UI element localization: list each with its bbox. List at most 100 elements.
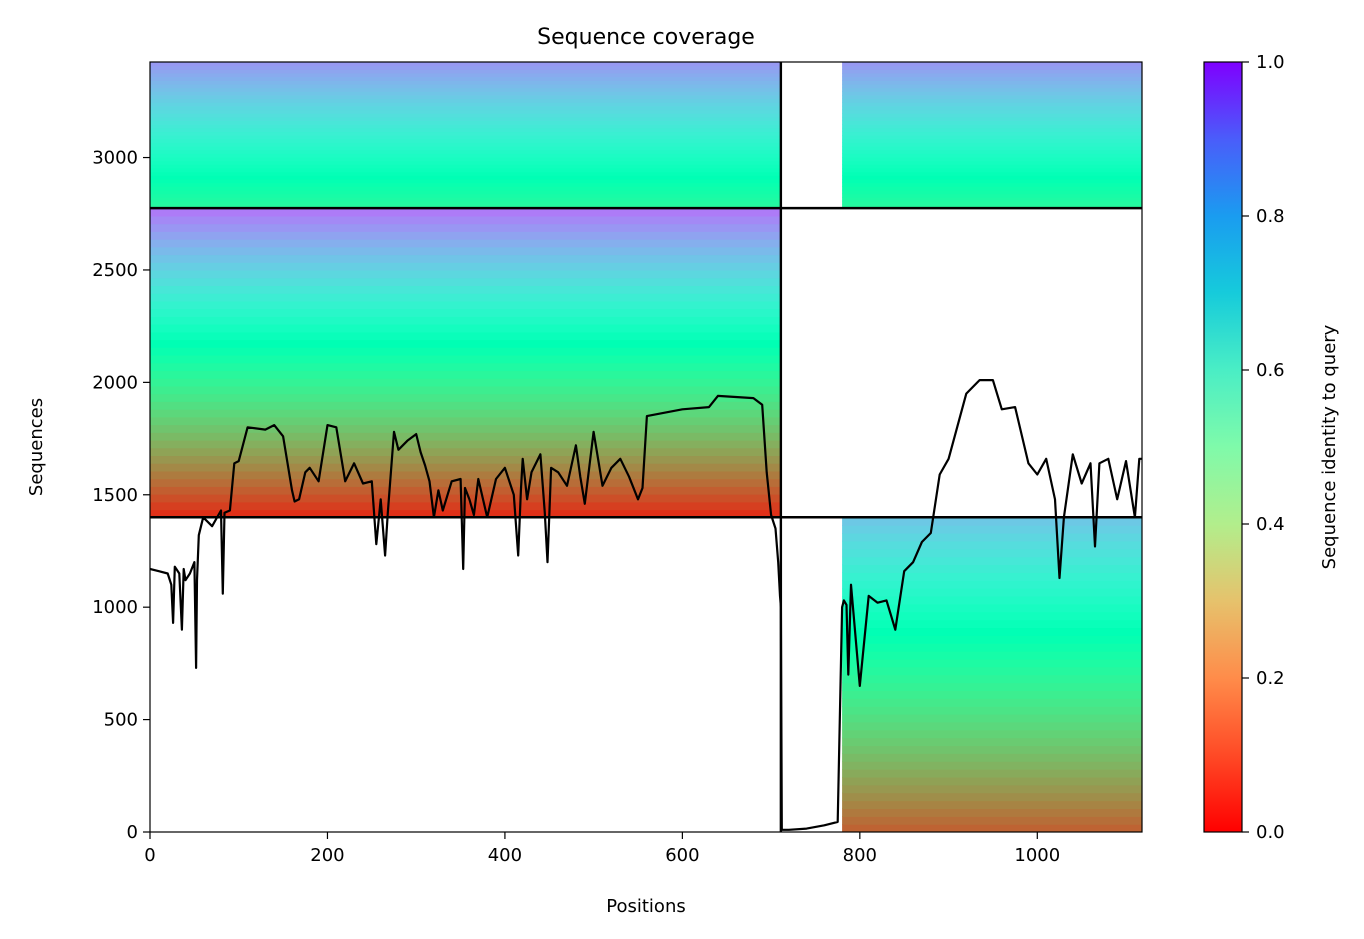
coverage-strip: [842, 138, 1142, 143]
coverage-strip: [150, 478, 781, 487]
coverage-strip: [842, 666, 1142, 676]
coverage-strip: [150, 178, 781, 184]
coverage-strip: [842, 105, 1142, 111]
coverage-strip: [150, 370, 781, 379]
coverage-strip: [842, 532, 1142, 542]
x-tick-label: 1000: [1014, 845, 1060, 866]
coverage-strip: [842, 784, 1142, 794]
coverage-strip: [150, 246, 781, 256]
coverage-strip: [150, 138, 781, 143]
coverage-strip: [150, 72, 781, 78]
coverage-strip: [842, 690, 1142, 699]
coverage-strip: [150, 142, 781, 147]
coverage-strip: [842, 674, 1142, 684]
coverage-strip: [842, 135, 1142, 140]
coverage-strip: [150, 116, 781, 122]
coverage-strip: [150, 69, 781, 74]
coverage-strip: [150, 324, 781, 333]
coverage-strip: [150, 401, 781, 410]
coverage-strip: [842, 713, 1142, 723]
coverage-strip: [842, 706, 1142, 715]
coverage-strip: [842, 182, 1142, 187]
coverage-strip: [150, 362, 781, 372]
coverage-strip: [842, 682, 1142, 691]
coverage-strip: [150, 102, 781, 107]
coverage-strip: [842, 525, 1142, 534]
coverage-strip: [842, 556, 1142, 566]
coverage-strip: [150, 331, 781, 341]
coverage-strip: [842, 753, 1142, 762]
coverage-strip: [150, 277, 781, 287]
coverage-strip: [842, 113, 1142, 118]
coverage-strip: [150, 208, 781, 217]
coverage-strip: [842, 540, 1142, 550]
coverage-strip: [842, 87, 1142, 92]
coverage-strip: [842, 131, 1142, 136]
coverage-strip: [842, 153, 1142, 158]
coverage-strip: [842, 792, 1142, 802]
coverage-strip: [150, 113, 781, 118]
coverage-strip: [842, 658, 1142, 668]
y-tick-label: 3000: [92, 148, 138, 169]
coverage-strip: [150, 164, 781, 169]
coverage-strip: [150, 239, 781, 248]
colorbar-label: Sequence identity to query: [1319, 324, 1340, 569]
coverage-strip: [842, 517, 1142, 526]
coverage-strip: [150, 91, 781, 96]
coverage-strip: [150, 455, 781, 464]
coverage-strip: [150, 339, 781, 348]
x-tick-label: 800: [843, 845, 877, 866]
coverage-strip: [842, 619, 1142, 629]
coverage-strip: [150, 76, 781, 81]
coverage-strip: [150, 470, 781, 480]
coverage-strip: [150, 135, 781, 140]
coverage-strip: [150, 223, 781, 232]
coverage-strip: [150, 254, 781, 263]
coverage-strip: [150, 447, 781, 457]
block-boundary-lines: [150, 206, 1142, 519]
coverage-strip: [150, 98, 781, 103]
coverage-strip: [150, 80, 781, 85]
coverage-strip: [150, 171, 781, 176]
coverage-strip: [150, 94, 781, 100]
coverage-strip: [842, 643, 1142, 652]
coverage-strip: [150, 204, 781, 209]
x-tick-label: 400: [488, 845, 522, 866]
x-tick-label: 0: [144, 845, 155, 866]
coverage-strip: [842, 146, 1142, 151]
coverage-strip: [842, 186, 1142, 191]
coverage-line: [150, 379, 1142, 831]
y-tick-label: 2000: [92, 372, 138, 393]
coverage-strip: [150, 193, 781, 198]
coverage-strip: [150, 409, 781, 418]
coverage-strip: [150, 62, 781, 67]
coverage-strip: [842, 611, 1142, 621]
coverage-strip: [150, 385, 781, 395]
y-axis-label: Sequences: [26, 398, 47, 496]
coverage-strip: [842, 635, 1142, 644]
colorbar-tick-label: 0.0: [1256, 822, 1285, 843]
coverage-strip: [842, 80, 1142, 85]
coverage-strip: [150, 432, 781, 441]
y-tick-label: 0: [127, 822, 138, 843]
coverage-strip: [842, 737, 1142, 747]
coverage-strip: [150, 167, 781, 173]
coverage-block-1: [150, 208, 781, 518]
coverage-strip: [842, 142, 1142, 147]
coverage-strip: [842, 824, 1142, 832]
y-tick-label: 2500: [92, 260, 138, 281]
coverage-strip: [842, 729, 1142, 739]
coverage-strip: [842, 102, 1142, 107]
x-tick-label: 200: [310, 845, 344, 866]
coverage-strip: [150, 215, 781, 225]
coverage-strip: [150, 300, 781, 310]
colorbar-tick-label: 0.8: [1256, 206, 1285, 227]
coverage-strip: [150, 175, 781, 180]
coverage-block-2: [150, 62, 781, 209]
y-tick-label: 1500: [92, 485, 138, 506]
coverage-strip: [842, 580, 1142, 589]
coverage-strip: [842, 816, 1142, 825]
chart-title: Sequence coverage: [537, 25, 755, 50]
coverage-strip: [150, 120, 781, 125]
